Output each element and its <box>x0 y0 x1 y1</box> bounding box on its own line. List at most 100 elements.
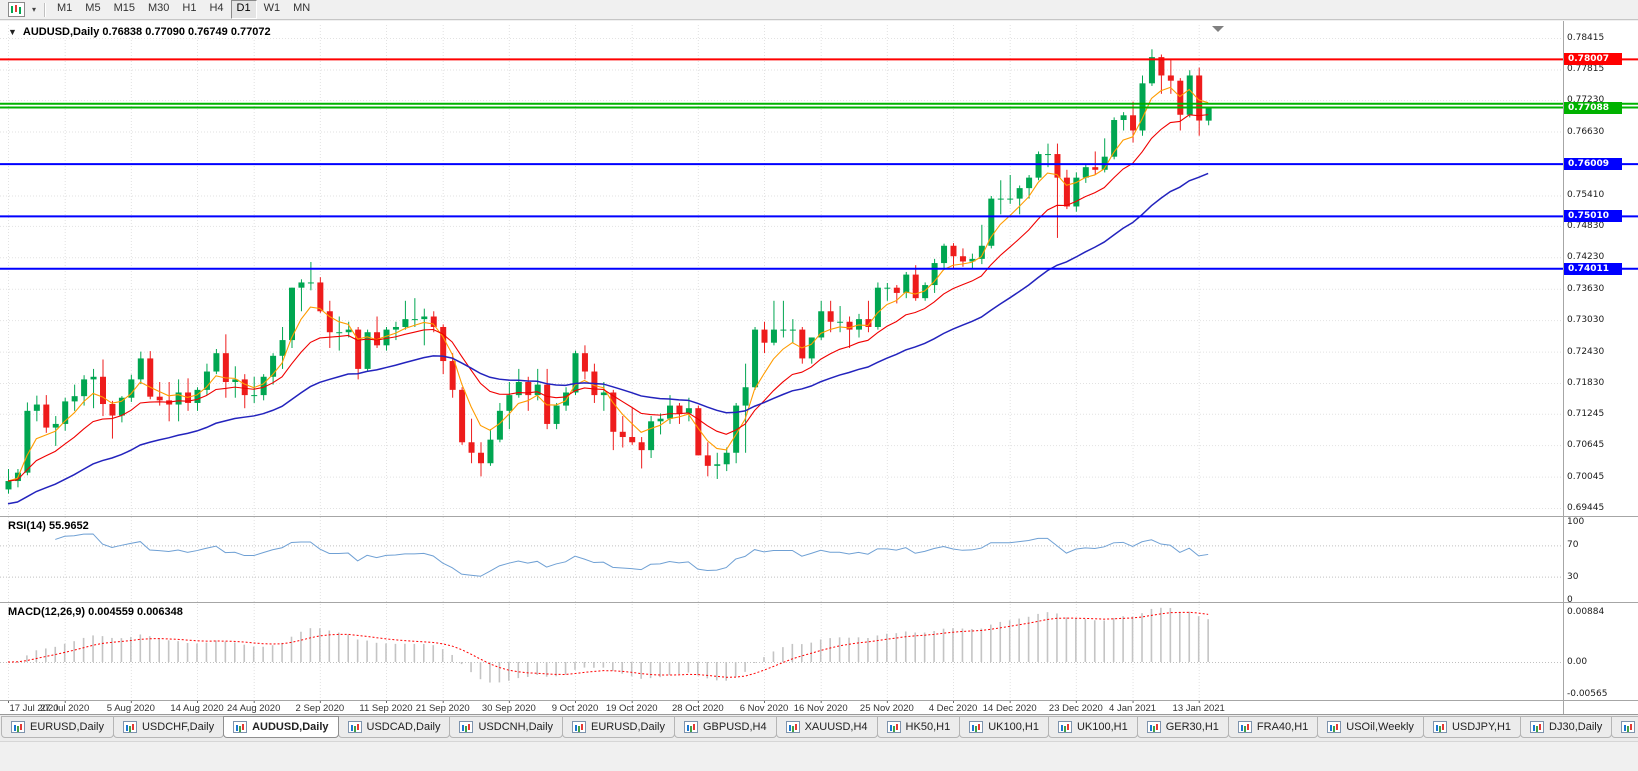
chart-tab-icon <box>233 721 248 733</box>
timeframe-h4-button[interactable]: H4 <box>203 0 229 18</box>
chart-tab-icon <box>11 721 25 733</box>
price-line-badge: 0.77088 <box>1564 101 1622 114</box>
price-axis-label: 0.78415 <box>1567 33 1605 43</box>
timeframe-w1-button[interactable]: W1 <box>258 0 287 18</box>
chart-tab-icon <box>1146 721 1161 733</box>
rsi-axis-label: 100 <box>1567 517 1585 527</box>
chart-tab-icon <box>1327 721 1342 733</box>
chart-tab-label: XAUUSD,H4 <box>804 721 868 733</box>
chart-tab-icon <box>1237 721 1252 733</box>
tab-usdcnh-daily[interactable]: USDCNH,Daily <box>449 716 564 738</box>
x-axis-label: 11 Sep 2020 <box>359 703 412 714</box>
tab-gbpusd-h4[interactable]: GBPUSD,H4 <box>674 716 777 738</box>
macd-axis-label: 0.00884 <box>1567 606 1605 617</box>
tab-xauusd-h4[interactable]: XAUUSD,H4 <box>775 716 878 738</box>
chart-tab-label: EURUSD,Daily <box>30 721 104 733</box>
x-axis-label: 30 Sep 2020 <box>482 703 536 714</box>
one-click-trading-icon[interactable]: ▼ <box>8 27 17 37</box>
chart-tab-label: EURUSD,Daily <box>591 721 665 733</box>
chart-type-button[interactable] <box>5 0 28 20</box>
tab-china300-h1[interactable]: CHINA300,H1 <box>1611 716 1638 738</box>
chart-tab-label: USDJPY,H1 <box>1451 721 1512 733</box>
price-axis-label: 0.77230 <box>1567 95 1605 106</box>
chart-tab-icon <box>1621 721 1636 733</box>
chart-tab-label: USDCAD,Daily <box>366 721 441 733</box>
tab-uk100-h1[interactable]: UK100,H1 <box>959 716 1049 738</box>
chart-tab-icon <box>1057 721 1072 733</box>
tab-usdchf-daily[interactable]: USDCHF,Daily <box>112 716 225 738</box>
price-axis-label: 0.73630 <box>1567 283 1605 294</box>
timeframe-m30-button[interactable]: M30 <box>142 0 175 18</box>
x-axis-label: 6 Nov 2020 <box>740 703 789 714</box>
tab-uk100-h1-2[interactable]: UK100,H1 <box>1047 716 1138 738</box>
chart-tab-label: DJ30,Daily <box>1549 721 1603 733</box>
chart-tab-icon <box>684 721 698 733</box>
chart-tab-label: AUDUSD,Daily <box>252 721 329 733</box>
price-line-badge: 0.75010 <box>1564 210 1622 223</box>
candlestick-chart-icon <box>8 2 25 17</box>
price-axis-label: 0.69445 <box>1567 503 1605 514</box>
timeframe-h1-button[interactable]: H1 <box>176 0 202 18</box>
price-axis-label: 0.76630 <box>1567 126 1605 137</box>
price-axis-label: 0.73030 <box>1567 315 1605 326</box>
x-axis-label: 27 Jul 2020 <box>40 703 89 714</box>
timeframe-mn-button[interactable]: MN <box>287 0 316 18</box>
price-axis-label: 0.70045 <box>1567 471 1605 482</box>
chart-tabs-bar: EURUSD,Daily USDCHF,Daily AUDUSD,Daily U… <box>0 714 1638 741</box>
x-axis-label: 14 Aug 2020 <box>170 703 223 714</box>
tab-hk50-h1[interactable]: HK50,H1 <box>876 716 961 738</box>
chart-tab-label: USDCNH,Daily <box>478 721 554 733</box>
timeframe-m15-button[interactable]: M15 <box>108 0 141 18</box>
price-axis-label: 0.74230 <box>1567 252 1605 263</box>
x-axis-label: 28 Oct 2020 <box>672 703 724 714</box>
rsi-axis-label: 30 <box>1567 571 1579 582</box>
macd-axis-label: -0.00565 <box>1567 688 1608 699</box>
chart-title-row: ▼ AUDUSD,Daily 0.76838 0.77090 0.76749 0… <box>8 26 271 38</box>
toolbar-separator <box>44 2 47 17</box>
price-axis-label: 0.71245 <box>1567 408 1605 419</box>
x-axis-label: 25 Nov 2020 <box>860 703 914 714</box>
chart-tab-label: GER30,H1 <box>1165 721 1219 733</box>
chart-tab-icon <box>785 721 800 733</box>
price-axis-label: 0.74830 <box>1567 220 1605 231</box>
timeframe-m5-button[interactable]: M5 <box>79 0 106 18</box>
chart-tab-label: USOil,Weekly <box>1346 721 1414 733</box>
price-axis-label: 0.75410 <box>1567 190 1605 201</box>
timeframe-m1-button[interactable]: M1 <box>51 0 78 18</box>
x-axis-label: 9 Oct 2020 <box>552 703 598 714</box>
x-axis-label: 4 Jan 2021 <box>1109 703 1156 714</box>
price-axis-label: 0.77815 <box>1567 64 1605 75</box>
chart-tab-label: HK50,H1 <box>905 721 951 733</box>
price-axis-label: 0.71830 <box>1567 378 1605 389</box>
price-line-badge: 0.74011 <box>1564 262 1622 275</box>
chart-tab-label: GBPUSD,H4 <box>703 721 767 733</box>
chart-tab-icon <box>572 721 587 733</box>
status-bar <box>0 741 1638 771</box>
chart-title: AUDUSD,Daily 0.76838 0.77090 0.76749 0.7… <box>22 26 271 38</box>
x-axis-label: 14 Dec 2020 <box>983 703 1037 714</box>
x-axis-label: 5 Aug 2020 <box>107 703 155 714</box>
x-axis-label: 16 Nov 2020 <box>794 703 848 714</box>
chart-tab-label: UK100,H1 <box>988 721 1039 733</box>
tab-audusd-daily[interactable]: AUDUSD,Daily <box>223 716 339 738</box>
tab-ger30-h1[interactable]: GER30,H1 <box>1136 716 1229 738</box>
chart-tab-icon <box>459 721 474 733</box>
tab-usdjpy-h1[interactable]: USDJPY,H1 <box>1422 716 1522 738</box>
tab-usoil-weekly[interactable]: USOil,Weekly <box>1317 716 1424 738</box>
x-axis-label: 13 Jan 2021 <box>1173 703 1225 714</box>
rsi-axis-label: 0 <box>1567 595 1573 605</box>
macd-axis-label: 0.00 <box>1567 657 1588 667</box>
chart-window: 17 Jul 2020 27 Jul 2020 5 Aug 2020 14 Aug 2… <box>0 21 1638 714</box>
tab-usdcad-daily[interactable]: USDCAD,Daily <box>337 716 451 738</box>
price-line-badge: 0.78007 <box>1564 53 1622 66</box>
tab-eurusd-daily[interactable]: EURUSD,Daily <box>1 716 114 738</box>
chart-dropdown-caret-icon[interactable]: ▾ <box>32 4 37 14</box>
tab-eurusd-daily-2[interactable]: EURUSD,Daily <box>562 716 675 738</box>
timeframe-d1-button[interactable]: D1 <box>230 0 257 19</box>
tab-dj30-daily[interactable]: DJ30,Daily <box>1520 716 1613 738</box>
tab-fra40-h1[interactable]: FRA40,H1 <box>1227 716 1319 738</box>
chart-tab-icon <box>1530 721 1545 733</box>
x-axis-label: 21 Sep 2020 <box>416 703 470 714</box>
